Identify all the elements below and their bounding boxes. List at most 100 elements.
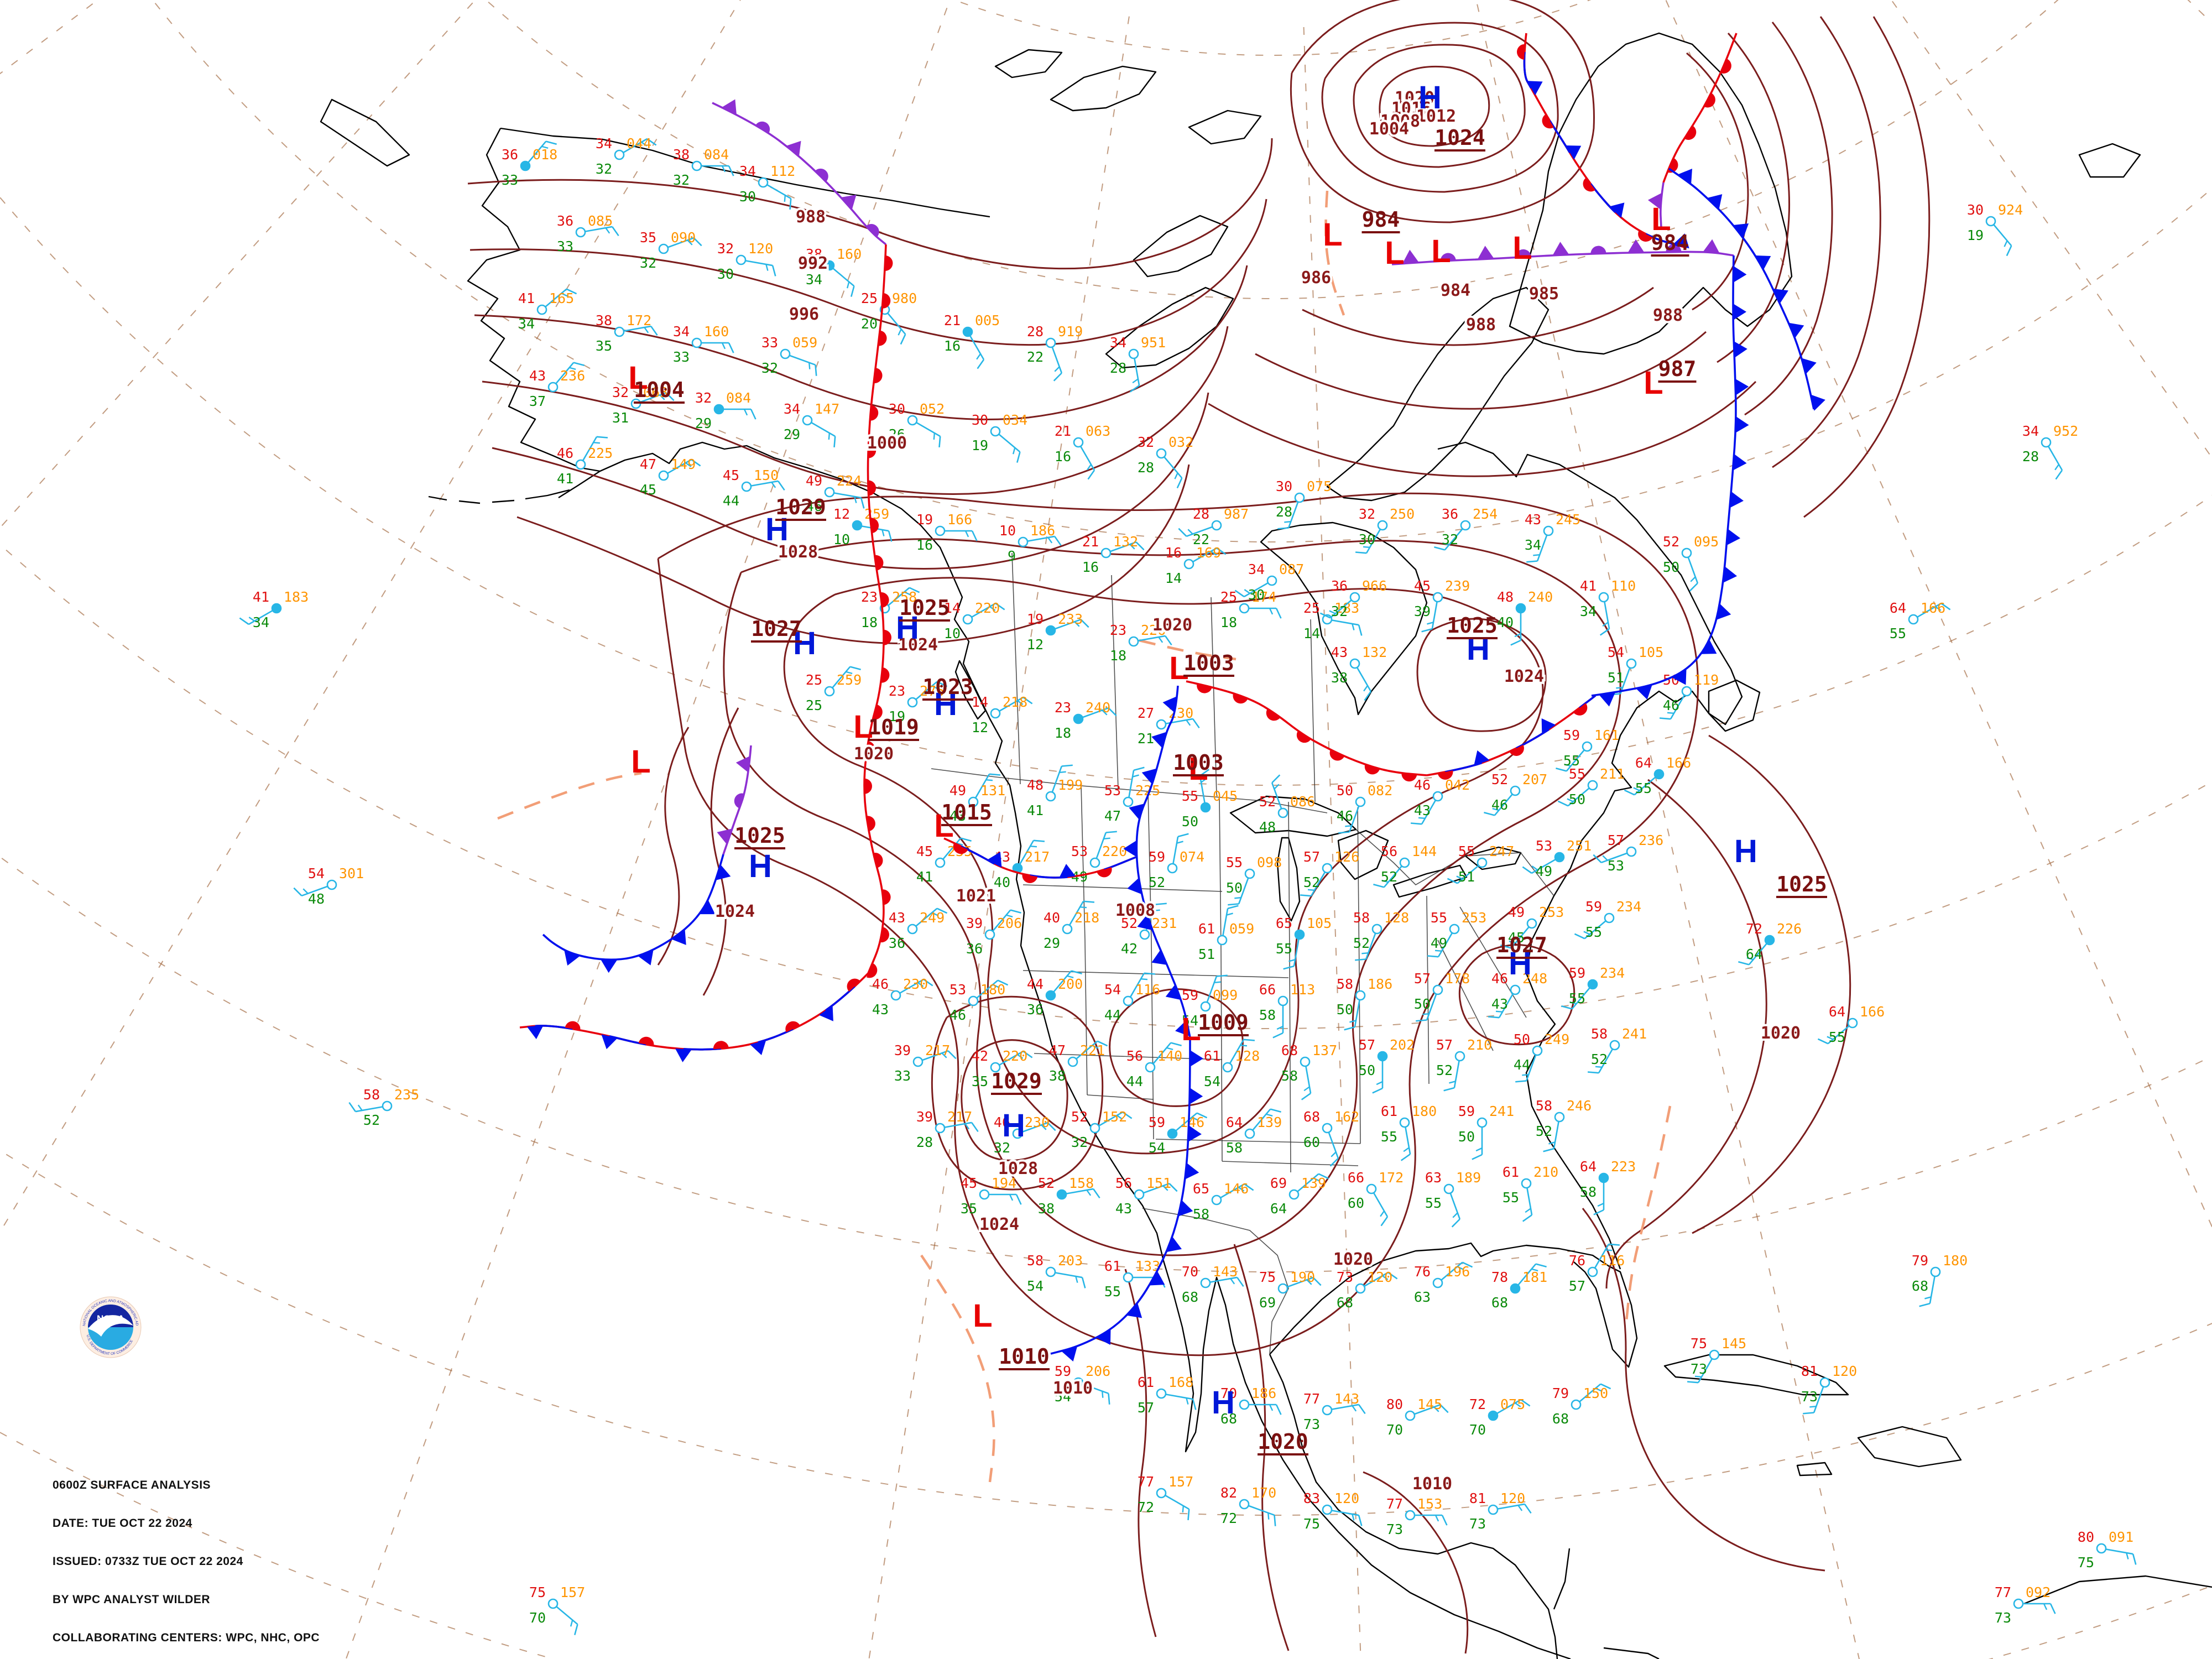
noaa-logo-bird-icon [88,1315,133,1337]
station-circle [520,160,531,171]
station-value: 180 [1943,1253,1968,1269]
station-circle [1067,1056,1078,1067]
front-symbol-triangle [1755,255,1771,270]
wind-barb-feather [1272,1032,1284,1039]
wind-barb-feather [1276,1025,1284,1030]
station-value: 18 [1055,725,1071,741]
wind-barb-feather [881,529,885,536]
front-symbol-semicircle [874,555,884,571]
station-value: 41 [253,589,269,605]
wind-barb-feather [1520,1399,1531,1407]
wind-barb-feather [789,198,792,210]
station-value: 180 [980,982,1005,998]
isobar-label: 1000 [867,434,907,453]
station-value: 153 [1417,1496,1442,1512]
front-symbol-semicircle [1720,59,1731,74]
front-symbol-semicircle [1401,773,1417,782]
station-value: 57 [1359,1037,1375,1053]
station-value: 105 [1639,644,1663,660]
front-symbol-semicircle [1197,684,1212,693]
wind-barb-feather [1187,529,1193,535]
station-value: 966 [1362,578,1387,594]
front-symbol-triangle [1647,192,1662,210]
station-value: 092 [2026,1584,2051,1600]
station-circle [907,415,918,426]
station-circle [990,1062,1001,1073]
station-value: 64 [1890,600,1906,616]
wind-barb [1827,1025,1850,1045]
wind-barb [999,1050,1024,1066]
front-symbol-triangle [1185,1162,1199,1180]
graticule-parallel [953,0,1590,56]
state-border [1087,1094,1154,1100]
front-symbol-semicircle [873,704,883,720]
station-value: 50 [1337,1001,1353,1018]
coastline [1269,1242,1638,1368]
wind-barb-feather [2006,245,2012,257]
wind-barb [1310,872,1326,896]
wind-barb [545,288,567,307]
station-value: 23 [1055,700,1071,716]
station-value: 181 [1522,1269,1547,1285]
front-symbol-semicircle [870,518,879,534]
station-value: 58 [1591,1026,1608,1042]
wind-barb [1813,1386,1824,1413]
front-symbol-semicircle [1022,874,1038,883]
wind-barb-feather [846,281,850,289]
station-value: 50 [1182,813,1198,830]
wind-barb [1186,526,1213,538]
wind-barb-feather [1226,912,1233,916]
station-value: 54 [1104,982,1121,998]
wind-barb-feather [596,436,608,439]
station-value: 21 [944,312,961,328]
station-value: 53 [1536,838,1552,854]
wind-barb [1293,938,1300,967]
front-symbol-triangle [841,195,857,210]
station-value: 56 [1126,1048,1143,1064]
station-value: 10 [944,625,961,641]
station-circle [1277,995,1288,1006]
station-circle [1073,713,1084,724]
station-value: 28 [1138,460,1154,476]
wind-barb-feather [728,165,734,176]
station-value: 45 [916,843,933,859]
isobar [657,492,1699,1357]
station-value: 23 [861,589,878,605]
trough-lines-layer [497,190,1672,1483]
station-circle [1244,868,1255,879]
front-occluded [712,102,887,246]
station-value: 987 [1224,506,1249,522]
station-circle [536,304,547,315]
isobar-label: 988 [1653,306,1683,325]
station-value: 220 [1102,843,1127,859]
wind-barb-feather [1380,1216,1389,1227]
station-value: 65 [1193,1181,1209,1197]
front-symbol-semicircle [1517,44,1525,60]
wind-barb-feather [854,496,857,503]
station-value: 55 [1381,1129,1397,1145]
front-symbol-semicircle [868,442,877,458]
front-symbol-semicircle [865,224,879,237]
wind-barb-feather [293,887,302,896]
station-value: 082 [1368,782,1392,799]
station-value: 259 [837,672,862,688]
isobar [1208,380,1757,477]
station-circle [1294,929,1305,940]
station-circle [1045,625,1056,636]
station-value: 49 [1536,863,1552,879]
wind-barb-feather [1602,855,1608,861]
station-circle [1532,1045,1543,1056]
station-value: 57 [1569,1278,1585,1294]
front-symbol-triangle [1126,1303,1142,1318]
station-value: 59 [1149,1114,1165,1130]
